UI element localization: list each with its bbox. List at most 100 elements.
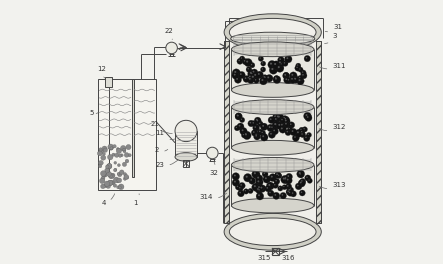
Circle shape	[298, 75, 303, 81]
Circle shape	[244, 60, 245, 62]
Circle shape	[262, 135, 264, 137]
Circle shape	[268, 60, 276, 69]
Ellipse shape	[175, 153, 197, 161]
Circle shape	[299, 173, 301, 175]
Circle shape	[248, 77, 249, 78]
Circle shape	[296, 67, 298, 68]
Circle shape	[280, 58, 281, 60]
Circle shape	[268, 190, 274, 196]
Bar	[132, 79, 134, 177]
Circle shape	[114, 168, 117, 171]
Circle shape	[98, 161, 103, 165]
Circle shape	[288, 79, 289, 81]
Circle shape	[256, 120, 258, 121]
Circle shape	[281, 119, 283, 120]
Circle shape	[281, 124, 283, 126]
Circle shape	[294, 77, 299, 82]
Circle shape	[292, 192, 293, 194]
Circle shape	[277, 60, 284, 67]
Circle shape	[306, 114, 307, 116]
Circle shape	[275, 114, 282, 121]
Circle shape	[268, 184, 270, 186]
Circle shape	[206, 147, 218, 159]
Text: 4: 4	[101, 194, 115, 206]
Ellipse shape	[229, 218, 316, 246]
Circle shape	[300, 182, 302, 183]
Circle shape	[237, 123, 244, 130]
Circle shape	[117, 172, 120, 175]
Circle shape	[279, 122, 286, 129]
Circle shape	[302, 71, 303, 73]
Circle shape	[277, 115, 279, 117]
Circle shape	[255, 118, 261, 124]
Circle shape	[124, 153, 129, 157]
Circle shape	[260, 187, 262, 188]
Circle shape	[287, 190, 293, 196]
Bar	[232, 49, 314, 90]
Circle shape	[235, 113, 242, 120]
Circle shape	[253, 125, 260, 131]
Circle shape	[105, 168, 110, 173]
Circle shape	[248, 188, 253, 194]
Circle shape	[245, 133, 246, 135]
Circle shape	[236, 78, 238, 80]
Circle shape	[288, 126, 292, 132]
Circle shape	[273, 114, 279, 120]
Circle shape	[117, 164, 120, 167]
Circle shape	[263, 75, 268, 81]
Circle shape	[255, 175, 263, 182]
Circle shape	[246, 67, 252, 72]
Circle shape	[287, 57, 288, 59]
Circle shape	[247, 76, 254, 83]
Circle shape	[284, 118, 286, 120]
Circle shape	[113, 145, 116, 148]
Circle shape	[278, 175, 279, 176]
Circle shape	[239, 187, 241, 188]
Text: 313: 313	[319, 182, 346, 188]
Circle shape	[268, 76, 269, 78]
Circle shape	[279, 187, 280, 188]
Text: 32: 32	[209, 161, 218, 176]
Circle shape	[284, 74, 286, 75]
Circle shape	[275, 115, 276, 117]
Circle shape	[128, 154, 131, 157]
Circle shape	[278, 116, 280, 118]
Circle shape	[246, 76, 252, 81]
Circle shape	[259, 185, 266, 192]
Circle shape	[241, 129, 244, 131]
Circle shape	[282, 185, 287, 190]
Circle shape	[307, 178, 312, 183]
Circle shape	[290, 124, 291, 125]
Circle shape	[251, 64, 252, 65]
Ellipse shape	[232, 140, 314, 155]
Circle shape	[256, 71, 263, 78]
Circle shape	[307, 116, 308, 118]
Circle shape	[292, 76, 299, 83]
Circle shape	[284, 117, 285, 118]
Circle shape	[299, 172, 301, 174]
Circle shape	[288, 122, 295, 128]
Circle shape	[302, 74, 304, 76]
Circle shape	[270, 125, 276, 131]
Circle shape	[284, 77, 291, 83]
Circle shape	[118, 172, 122, 177]
Circle shape	[266, 182, 274, 190]
Circle shape	[301, 180, 303, 182]
Circle shape	[232, 69, 241, 77]
Circle shape	[256, 134, 257, 135]
Text: 12: 12	[97, 66, 105, 78]
Circle shape	[107, 180, 113, 186]
Circle shape	[284, 55, 292, 63]
Circle shape	[102, 153, 105, 155]
Circle shape	[259, 131, 260, 132]
Circle shape	[232, 179, 240, 186]
Circle shape	[107, 163, 112, 168]
Circle shape	[307, 133, 311, 138]
Circle shape	[299, 68, 300, 70]
Circle shape	[126, 176, 129, 179]
Circle shape	[123, 150, 126, 153]
Circle shape	[114, 161, 117, 164]
Bar	[229, 32, 316, 232]
Circle shape	[270, 133, 272, 135]
Circle shape	[287, 175, 291, 180]
